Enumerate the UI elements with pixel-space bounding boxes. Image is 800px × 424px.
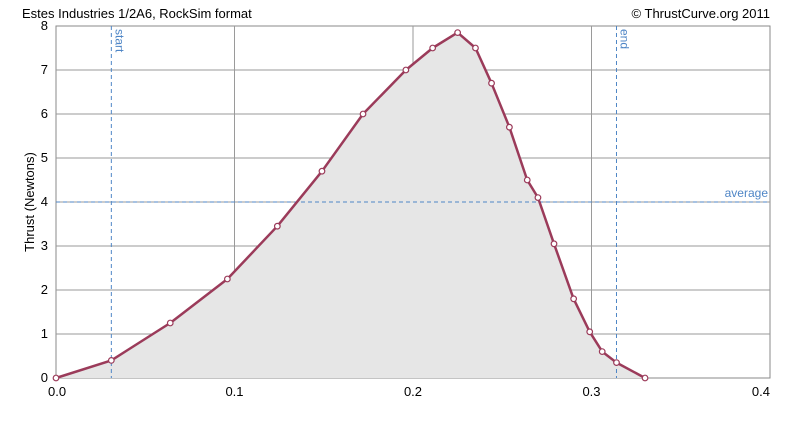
data-point (613, 359, 620, 367)
data-point (429, 44, 437, 52)
y-tick-label: 6 (41, 106, 48, 121)
thrust-area-fill (56, 32, 645, 378)
end-marker-label: end (617, 29, 631, 49)
data-point (472, 44, 479, 52)
data-point (505, 123, 513, 131)
y-tick-label: 0 (41, 370, 48, 385)
y-ticks: 0 1 2 3 4 5 6 7 8 (41, 18, 48, 385)
average-marker-label: average (725, 186, 769, 200)
data-point (641, 374, 649, 382)
y-axis-label: Thrust (Newtons) (22, 152, 37, 252)
data-point (273, 222, 281, 230)
data-point (318, 167, 326, 175)
y-tick-label: 4 (41, 194, 48, 209)
data-point (598, 348, 606, 356)
y-tick-label: 5 (41, 150, 48, 165)
x-tick-label: 0.2 (404, 384, 422, 399)
data-point (586, 328, 594, 336)
data-point (488, 79, 495, 87)
x-tick-label: 0.1 (225, 384, 243, 399)
data-point (223, 275, 231, 283)
y-tick-label: 2 (41, 282, 48, 297)
data-point (166, 319, 174, 327)
marker-lines: start end average (56, 26, 770, 378)
data-point (359, 110, 367, 118)
data-points (52, 29, 649, 382)
data-point (52, 374, 60, 382)
data-point (402, 66, 410, 74)
x-tick-label: 0.3 (582, 384, 600, 399)
x-ticks: 0.0 0.1 0.2 0.3 0.4 (48, 384, 770, 399)
copyright-credit: © ThrustCurve.org 2011 (632, 6, 770, 21)
data-point (570, 295, 578, 303)
y-tick-label: 1 (41, 326, 48, 341)
x-tick-label: 0.0 (48, 384, 66, 399)
data-point (454, 29, 462, 36)
data-point (107, 357, 115, 364)
chart-title: Estes Industries 1/2A6, RockSim format (22, 6, 252, 21)
start-marker-label: start (112, 29, 126, 53)
x-tick-label: 0.4 (752, 384, 770, 399)
thrust-area (56, 32, 645, 378)
y-tick-label: 8 (41, 18, 48, 33)
data-point (534, 194, 542, 202)
data-point (523, 176, 531, 184)
y-tick-label: 7 (41, 62, 48, 77)
y-tick-label: 3 (41, 238, 48, 253)
data-point (550, 240, 558, 248)
